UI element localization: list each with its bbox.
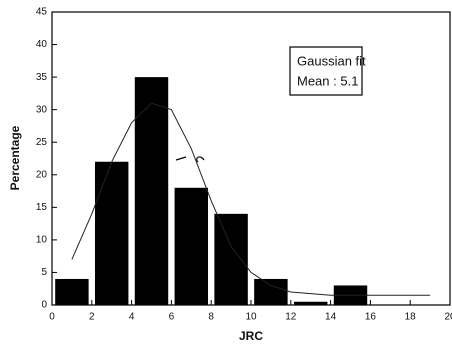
y-tick-label: 0	[41, 300, 47, 311]
y-tick-label: 20	[36, 169, 48, 180]
y-tick-label: 45	[36, 7, 48, 18]
x-tick-label: 12	[285, 312, 297, 323]
y-tick-label: 15	[36, 202, 48, 213]
y-tick-label: 10	[36, 235, 48, 246]
y-tick-label: 30	[36, 104, 48, 115]
x-tick-label: 4	[129, 312, 135, 323]
x-tick-label: 8	[208, 312, 214, 323]
annotation: Mean : 5.1	[297, 73, 358, 88]
x-tick-label: 6	[169, 312, 175, 323]
bar	[94, 161, 129, 305]
x-tick-label: 18	[405, 312, 417, 323]
x-tick-label: 2	[89, 312, 95, 323]
x-tick-label: 10	[245, 312, 257, 323]
bar	[174, 187, 209, 305]
x-tick-label: 16	[365, 312, 377, 323]
y-tick-label: 35	[36, 72, 48, 83]
y-tick-label: 5	[41, 267, 47, 278]
x-tick-label: 14	[325, 312, 337, 323]
bar	[55, 278, 89, 305]
legend-box	[289, 46, 363, 96]
bar	[254, 278, 288, 305]
arrow	[175, 156, 205, 163]
annotation: Gaussian fit	[297, 53, 366, 68]
bar	[214, 213, 248, 305]
x-tick-label: 20	[444, 312, 452, 323]
fit-line	[71, 102, 431, 296]
y-axis-label: Percentage	[8, 125, 22, 190]
bar	[134, 77, 169, 305]
x-tick-label: 0	[49, 312, 55, 323]
y-tick-label: 25	[36, 137, 48, 148]
bar	[293, 301, 328, 305]
y-tick-label: 40	[36, 39, 48, 50]
x-axis-label: JRC	[239, 329, 263, 343]
